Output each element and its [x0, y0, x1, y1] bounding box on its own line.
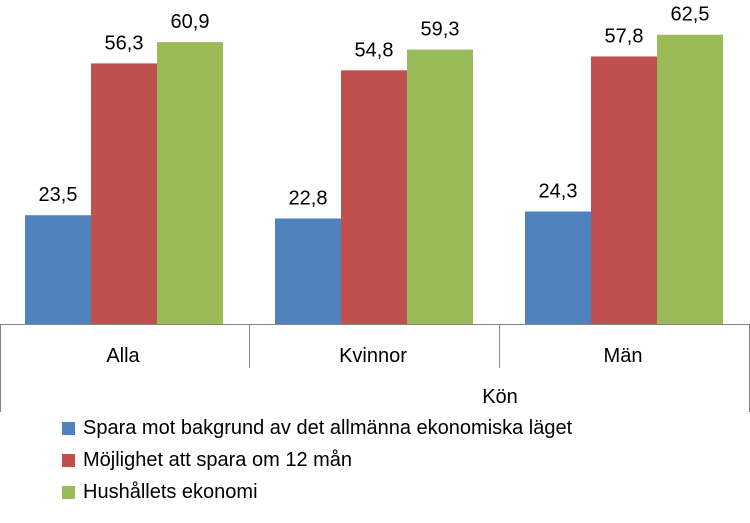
- x-tick-label: Alla: [106, 345, 140, 367]
- x-tick-label: Män: [604, 345, 643, 367]
- data-label: 56,3: [105, 32, 144, 54]
- bar: [25, 215, 91, 324]
- legend-item-hushallets-ekonomi: Hushållets ekonomi: [62, 476, 572, 508]
- legend-swatch-green: [62, 485, 75, 499]
- bar: [341, 70, 407, 325]
- legend-label: Hushållets ekonomi: [83, 480, 258, 503]
- data-label: 59,3: [421, 19, 460, 41]
- legend-swatch-red: [62, 453, 75, 467]
- data-label: 24,3: [539, 181, 578, 203]
- bar: [91, 63, 157, 324]
- group-axis-label: Kön: [482, 386, 518, 408]
- legend-label: Möjlighet att spara om 12 mån: [83, 448, 353, 471]
- x-tick-label: Kvinnor: [339, 345, 407, 367]
- bar: [275, 218, 341, 324]
- bar: [525, 211, 591, 324]
- bar: [657, 34, 723, 324]
- bar-chart: 23,5 56,3 60,9 22,8 54,8 59,3 24,3 57,8 62,5 Alla…: [0, 4, 750, 412]
- data-label: 54,8: [355, 39, 394, 61]
- data-label: 22,8: [289, 187, 328, 209]
- legend-item-spara-mot-bakgrund: Spara mot bakgrund av det allmänna ekono…: [62, 412, 572, 444]
- bar: [591, 56, 657, 325]
- legend-item-mojlighet-att-spara: Möjlighet att spara om 12 mån: [62, 444, 572, 476]
- legend-swatch-blue: [62, 421, 75, 435]
- data-label: 57,8: [605, 25, 644, 47]
- data-label: 62,5: [671, 4, 710, 26]
- bar: [157, 42, 223, 325]
- data-label: 23,5: [39, 184, 78, 206]
- data-label: 60,9: [171, 11, 210, 33]
- bar: [407, 49, 473, 324]
- legend: Spara mot bakgrund av det allmänna ekono…: [62, 412, 572, 508]
- legend-label: Spara mot bakgrund av det allmänna ekono…: [83, 416, 573, 439]
